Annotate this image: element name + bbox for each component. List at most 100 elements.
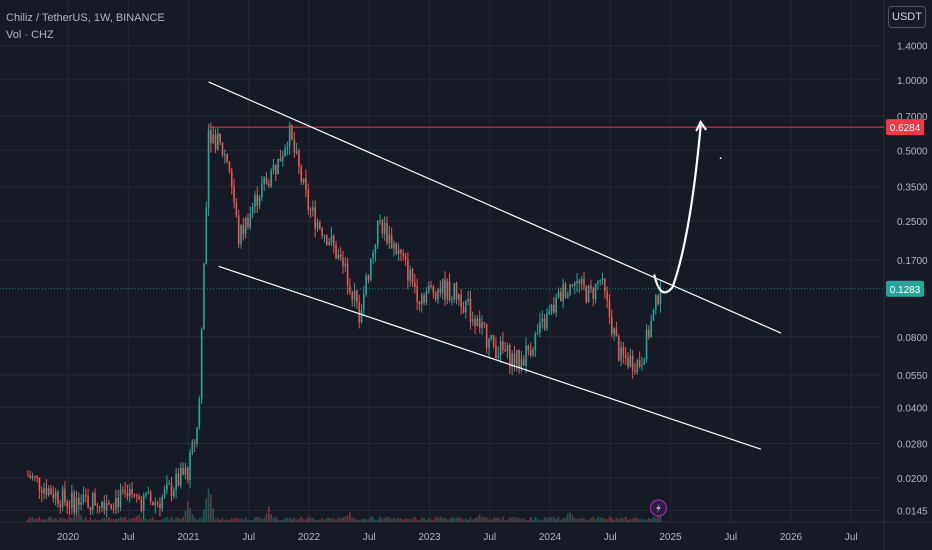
candle-body [200,329,203,399]
candle-body [170,483,173,497]
candle-body [441,279,444,293]
candle-body [592,288,595,299]
candle-body [604,278,606,292]
x-tick-label: Jul [845,532,858,543]
volume-bar [184,510,187,522]
volume-bar [78,508,80,522]
time-axis[interactable]: 2020 Jul 2021 Jul 2022 Jul 2023 Jul 2024 Jul 2025 J… [57,532,858,543]
volume-bar [627,519,629,522]
volume-bar [38,516,41,522]
candle-body [307,190,310,210]
volume-bar [300,516,303,522]
candle-body [131,488,133,495]
candle-body [325,235,328,245]
volume-bar [284,518,286,522]
candle-body [388,234,391,243]
candle-body [458,294,460,300]
candle-body [235,202,238,216]
candle-body [54,491,57,499]
volume-bar [31,517,34,522]
volume-bar [622,518,625,522]
volume-bar [87,520,89,522]
volume-bar [186,501,189,522]
volume-bar [298,518,300,522]
channel-trendline [218,265,762,450]
volume-indicator-label[interactable]: Vol · CHZ [6,29,54,41]
volume-bar [302,519,305,522]
volume-bar [356,519,358,522]
volume-bar [128,518,131,522]
volume-bar [367,519,370,522]
volume-bar [272,517,275,522]
volume-bar [624,516,627,522]
candle-body [430,285,432,287]
volume-bar [402,519,405,522]
candle-body [184,467,187,475]
candle-body [383,223,386,234]
volume-bar [115,518,117,522]
volume-bar [369,516,372,522]
volume-bar [316,519,319,522]
candle-body [553,304,555,313]
volume-bar [196,519,198,522]
volume-bar [221,518,224,522]
volume-bar [416,519,418,522]
volume-bar [147,519,150,522]
candle-body [159,503,161,509]
candle-body [328,242,330,245]
volume-bar [84,517,87,522]
volume-bar [268,506,270,522]
volume-bar [263,517,266,522]
candle-body [223,154,226,156]
volume-bar [488,519,490,522]
volume-bar [578,518,581,522]
volume-bar [504,520,507,522]
candle-body [228,161,231,171]
volume-bar [407,518,409,522]
volume-bar [54,517,57,522]
candle-body [453,282,456,300]
volume-bar [161,519,164,522]
volume-bar [400,518,402,522]
candle-body [115,497,117,510]
candle-body [571,284,574,286]
candle-body [437,289,439,300]
candle-body [149,492,152,502]
candle-body [495,345,497,359]
volume-bar [210,494,212,522]
channel-trendline [208,81,782,334]
candle-body [91,492,94,511]
volume-bar [346,515,349,522]
volume-bar [643,520,646,522]
volume-bar [638,519,641,522]
price-axis[interactable]: 1.4000 1.0000 0.7000 0.5000 0.3500 0.2500 0.17… [886,42,928,518]
candle-body [411,269,414,283]
price-label-tag [886,119,924,136]
volume-bar [566,513,569,522]
volume-bar [36,518,38,522]
volume-bar [117,518,120,522]
candle-body [418,301,421,304]
symbol-title[interactable]: Chiliz / TetherUS, 1W, BINANCE [6,12,165,24]
volume-bar [655,517,657,522]
candle-body [277,158,279,175]
volume-bar [502,516,504,522]
volume-bar [460,518,462,522]
volume-bar [154,519,157,522]
candle-body [161,496,164,509]
candle-body [193,442,196,444]
candle-body [156,502,159,504]
volume-bar [492,517,495,522]
candle-body [439,289,442,293]
price-label-text: 0.6284 [890,123,921,134]
candle-body [634,370,636,373]
volume-bar [179,518,182,522]
currency-button[interactable]: USDT [888,6,926,28]
volume-bar [564,517,567,522]
x-tick-label: 2021 [177,532,200,543]
candle-body [590,285,592,289]
y-tick-label: 0.0800 [897,333,928,344]
volume-bar [277,519,279,522]
